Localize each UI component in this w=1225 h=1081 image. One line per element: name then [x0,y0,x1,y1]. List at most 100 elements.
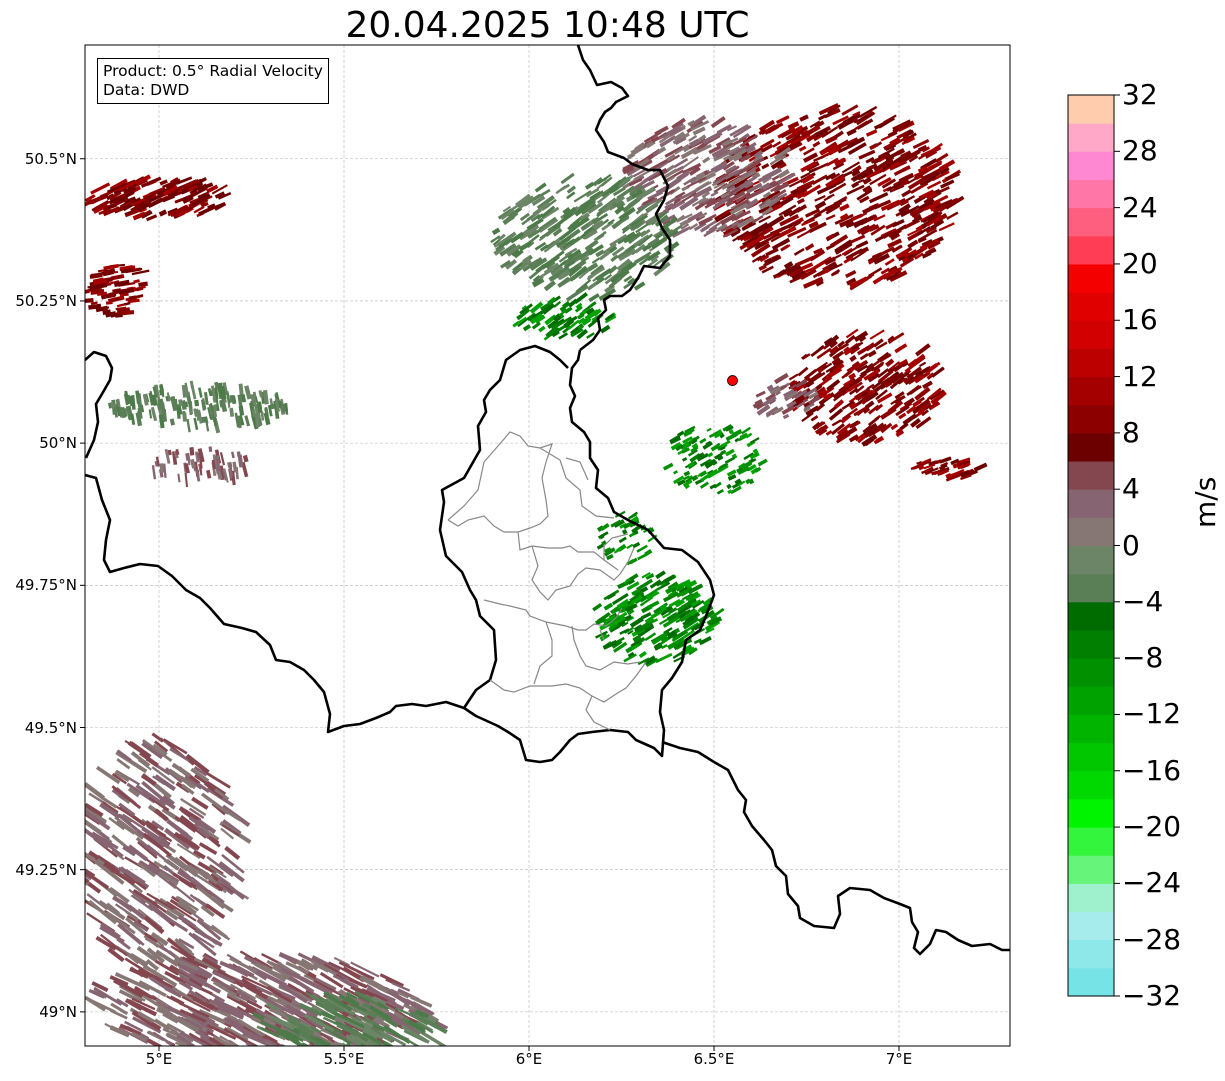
echo-streak [207,889,225,904]
echo-streak [722,160,735,171]
echo-streak [627,231,643,245]
radar-site-marker [727,375,738,386]
echo-streak [749,223,770,238]
echo-streak [725,199,735,207]
echo-streak [629,220,644,232]
echo-streak [608,245,618,254]
colorbar-segment [1068,235,1114,265]
echo-streak [198,842,218,856]
echo-streak [181,956,200,967]
echo-streak [116,398,121,408]
echo-streak [684,483,690,490]
echo-streak [145,214,158,222]
echo-streak [613,271,623,279]
echo-streak [124,185,137,194]
colorbar-tick-label: −16 [1122,753,1182,787]
echo-streak [889,270,908,282]
echo-streak [609,616,626,628]
echo-streak [139,840,159,857]
echo-streak [699,481,710,489]
echo-streak [716,454,724,461]
echo-streak [735,192,750,204]
echo-streak [681,185,690,192]
colorbar-tick-label: 4 [1122,472,1140,506]
colorbar-segment [1068,489,1114,518]
echo-streak [692,599,705,609]
echo-streak [616,636,625,644]
echo-streak [155,456,160,467]
echo-streak [720,213,737,226]
echo-streak [895,405,910,417]
echo-streak [187,973,222,994]
echo-streak [206,1023,237,1040]
echo-streak [178,867,193,881]
echo-streak [760,190,781,203]
echo-streak [679,218,691,227]
echo-streak [762,167,783,181]
echo-streak [543,239,560,253]
echo-streak [832,162,845,171]
echo-streak [769,150,781,158]
echo-streak [212,980,237,997]
echo-streak [517,316,530,328]
echo-streak [927,160,943,170]
echo-streak [796,179,816,191]
echo-streak [635,186,656,201]
echo-streak [849,217,868,228]
echo-streak [550,259,567,274]
echo-streak [865,391,879,402]
radar-echoes [85,102,988,1046]
echo-streak [567,249,582,261]
echo-streak [173,398,178,407]
echo-streak [618,248,637,262]
echo-streak [279,952,298,965]
echo-streak [203,781,224,799]
echo-streak [141,742,164,760]
echo-streak [667,154,681,163]
echo-streak [95,765,121,785]
echo-streak [132,1016,162,1034]
echo-streak [758,215,771,224]
echo-streak [164,449,171,464]
echo-streak [766,384,774,391]
echo-streak [108,816,125,831]
echo-streak [732,136,747,146]
echo-streak [106,185,121,194]
echo-streak [199,826,220,842]
echo-streak [173,831,201,851]
colorbar-unit-label: m/s [1189,476,1222,528]
echo-streak [959,470,970,478]
echo-streak [586,332,595,339]
echo-streak [309,1025,322,1035]
echo-streak [334,1031,356,1045]
echo-streak [141,739,173,762]
echo-streak [372,1023,385,1033]
echo-streak [193,417,199,431]
echo-streak [834,213,854,225]
echo-streak [186,418,191,433]
colorbar-segment [1068,320,1114,349]
echo-streak [647,586,661,597]
echo-streak [651,136,660,143]
echo-streak [197,448,205,463]
echo-streak [676,170,690,181]
echo-streak [168,880,196,903]
echo-streak [149,976,168,990]
echo-streak [539,244,549,252]
echo-streak [696,452,709,462]
echo-streak [366,986,396,1003]
country-border-belgium-germany [576,45,672,352]
echo-streak [95,936,117,951]
echo-streak [558,252,573,263]
echo-streak [558,307,571,317]
echo-streak [102,206,121,217]
echo-streak [750,437,760,444]
echo-streak [575,279,592,293]
echo-streak [610,254,619,263]
echo-streak [678,609,692,620]
echo-streak [673,470,678,475]
echo-streak [604,270,623,285]
echo-streak [588,244,604,256]
echo-streak [908,155,919,163]
echo-streak [176,900,197,916]
